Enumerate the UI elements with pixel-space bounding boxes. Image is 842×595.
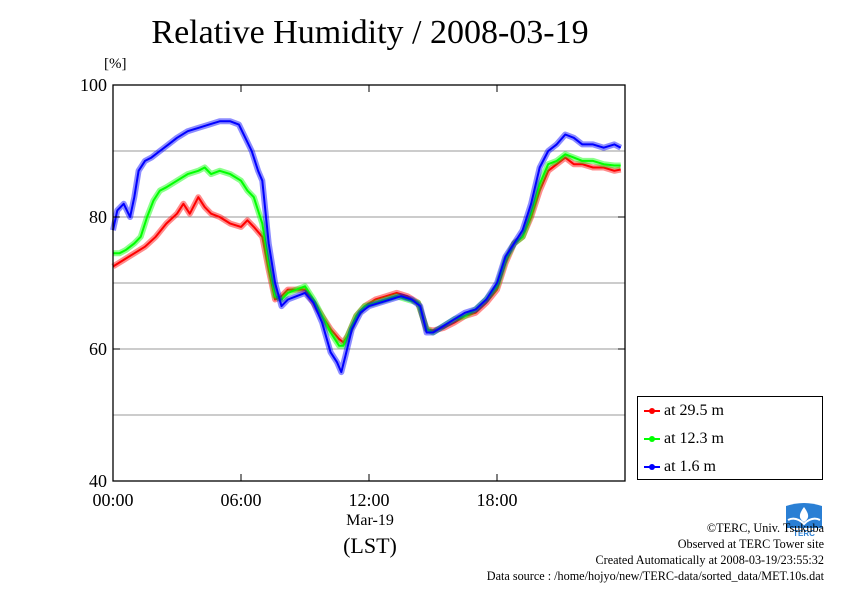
series-line xyxy=(113,153,621,347)
x-tick-label: 12:00 xyxy=(348,490,389,510)
legend-swatch-blue xyxy=(644,463,660,471)
legend-item-1-6m: at 1.6 m xyxy=(644,457,716,477)
y-tick-label: 80 xyxy=(89,207,107,227)
legend-label: at 29.5 m xyxy=(664,402,724,419)
chart-title: Relative Humidity / 2008-03-19 xyxy=(151,14,589,51)
legend-item-12-3m: at 12.3 m xyxy=(644,429,724,449)
legend-swatch-red xyxy=(644,407,660,415)
x-axis-date-label: Mar-19 xyxy=(346,512,394,529)
x-tick-label: 00:00 xyxy=(92,490,133,510)
x-tick-label: 06:00 xyxy=(220,490,261,510)
terc-logo-icon: TERC xyxy=(784,502,824,538)
legend-label: at 1.6 m xyxy=(664,458,716,475)
y-tick-label: 40 xyxy=(89,471,107,491)
source-text: Data source : /home/hojyo/new/TERC-data/… xyxy=(486,569,824,583)
copyright-text: ©TERC, Univ. Tsukuba xyxy=(706,521,824,535)
y-tick-label: 60 xyxy=(89,339,107,359)
axis-ticks: 40 60 80 100 00:00 06:00 12:00 18:00 xyxy=(80,75,625,510)
gridlines xyxy=(113,150,625,416)
series-band xyxy=(111,154,622,346)
legend-label: at 12.3 m xyxy=(664,430,724,447)
y-axis-unit: [%] xyxy=(104,56,127,72)
credits: ©TERC, Univ. Tsukuba Observed at TERC To… xyxy=(487,520,824,584)
y-tick-label: 100 xyxy=(80,75,107,95)
series-lines xyxy=(110,118,623,376)
x-tick-label: 18:00 xyxy=(476,490,517,510)
logo-text: TERC xyxy=(793,529,815,538)
x-axis-timezone-label: (LST) xyxy=(343,533,397,558)
legend: at 29.5 m at 12.3 m at 1.6 m xyxy=(637,396,823,480)
series-line xyxy=(112,120,622,374)
legend-swatch-green xyxy=(644,435,660,443)
created-text: Created Automatically at 2008-03-19/23:5… xyxy=(595,553,824,567)
legend-item-29-5m: at 29.5 m xyxy=(644,401,724,421)
site-text: Observed at TERC Tower site xyxy=(677,537,824,551)
